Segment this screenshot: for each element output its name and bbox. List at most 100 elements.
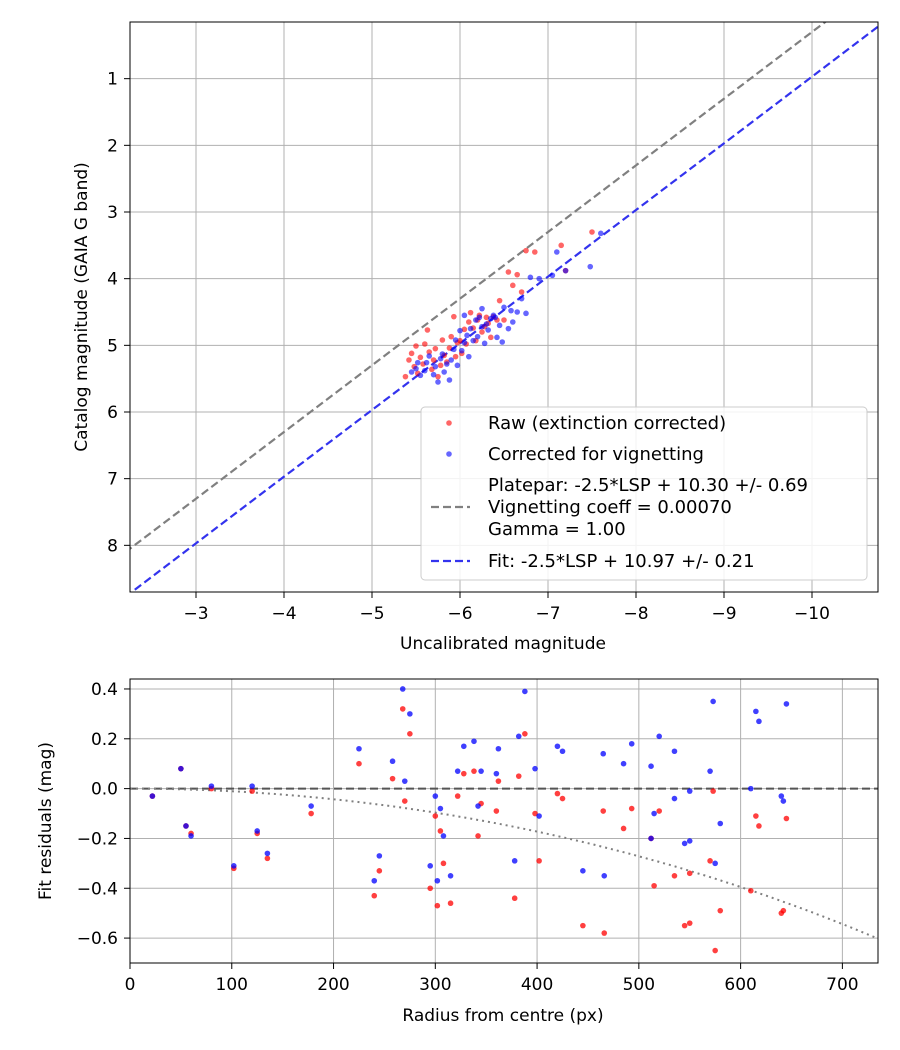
corrected-point <box>492 314 499 321</box>
legend-label: Platepar: -2.5*LSP + 10.30 +/- 0.69 <box>488 475 808 496</box>
top-y-axis-label: Catalog magnitude (GAIA G band) <box>72 162 92 452</box>
raw-residual-point <box>780 907 787 914</box>
raw-point <box>461 326 468 333</box>
raw-point <box>446 345 453 351</box>
raw-point <box>430 357 437 363</box>
corrected-residual-point <box>620 760 627 767</box>
raw-residual-point <box>471 768 477 774</box>
raw-residual-point <box>515 773 522 779</box>
raw-residual-point <box>671 873 678 879</box>
legend-label: Fit: -2.5*LSP + 10.97 +/- 0.21 <box>488 551 755 572</box>
raw-residual-point <box>651 882 657 889</box>
corrected-point <box>523 310 529 317</box>
corrected-point <box>437 355 444 362</box>
corrected-residual-point <box>600 750 607 757</box>
corrected-point <box>562 267 569 274</box>
top-x-axis-label: Uncalibrated magnitude <box>400 634 606 654</box>
corrected-point <box>461 339 468 346</box>
raw-residual-point <box>389 775 396 782</box>
corrected-residual-point <box>308 803 314 809</box>
corrected-residual-point <box>188 833 194 839</box>
raw-point <box>457 337 463 344</box>
corrected-residual-point <box>178 765 184 772</box>
raw-residual-point <box>308 810 314 817</box>
corrected-residual-point <box>648 763 654 769</box>
top-x-tick-label: −10 <box>794 604 830 624</box>
raw-residual-point <box>717 907 724 914</box>
corrected-residual-point <box>493 770 500 777</box>
raw-point <box>432 345 439 352</box>
corrected-residual-point <box>601 873 608 879</box>
corrected-residual-point <box>554 743 561 750</box>
raw-point <box>426 349 433 355</box>
corrected-point <box>508 307 514 314</box>
corrected-residual-point <box>686 838 693 844</box>
fit-line-platepar <box>130 22 828 551</box>
corrected-point <box>554 249 560 255</box>
corrected-point <box>451 346 457 353</box>
corrected-point <box>461 312 468 319</box>
corrected-point <box>496 322 503 329</box>
corrected-residual-point <box>249 783 255 789</box>
corrected-point <box>458 347 465 354</box>
corrected-point <box>483 321 490 327</box>
corrected-point <box>439 351 446 357</box>
bottom-x-tick-label: 600 <box>724 975 756 995</box>
raw-residual-point <box>707 858 713 864</box>
corrected-residual-point <box>432 793 439 799</box>
raw-residual-point <box>356 760 362 767</box>
corrected-residual-point <box>376 853 383 859</box>
raw-point <box>437 362 444 369</box>
bottom-reference-lines <box>130 787 878 940</box>
corrected-point <box>494 334 500 341</box>
corrected-residual-point <box>756 718 762 725</box>
raw-point <box>505 269 512 275</box>
bottom-y-axis-label: Fit residuals (mag) <box>36 742 56 900</box>
raw-point <box>510 282 516 289</box>
raw-point <box>422 341 428 347</box>
corrected-point <box>549 272 556 279</box>
corrected-residual-point <box>356 745 362 752</box>
bottom-y-tick-label: −0.6 <box>77 929 118 949</box>
top-y-tick-label: 2 <box>107 136 118 156</box>
raw-residual-point <box>783 815 790 822</box>
top-axis-ticks: −3 −4 −5 −6 −7 −8 −9 −10 1 2 3 4 5 6 7 8 <box>107 70 830 624</box>
raw-residual-point <box>628 805 635 812</box>
corrected-point <box>527 274 534 281</box>
raw-residual-point <box>440 860 447 867</box>
top-x-tick-label: −4 <box>271 604 296 624</box>
top-y-tick-label: 3 <box>107 203 118 223</box>
corrected-residual-point <box>495 745 502 752</box>
corrected-residual-point <box>651 810 657 817</box>
corrected-residual-point <box>712 860 718 867</box>
corrected-point <box>479 305 485 312</box>
raw-point <box>413 343 419 349</box>
corrected-point <box>474 333 481 340</box>
corrected-point <box>430 371 437 378</box>
bottom-axis-ticks: 0 100 200 300 400 500 600 700 0.4 0.2 0.0 −0.2 −0.4 −… <box>77 680 859 995</box>
bottom-x-tick-label: 700 <box>826 975 858 995</box>
top-y-tick-label: 6 <box>107 403 118 423</box>
bottom-y-tick-label: −0.4 <box>77 879 118 899</box>
raw-point <box>523 247 529 254</box>
raw-residual-point <box>600 808 607 814</box>
bottom-y-tick-label: −0.2 <box>77 829 118 849</box>
corrected-residual-point <box>454 768 461 774</box>
corrected-residual-point <box>671 795 678 802</box>
corrected-point <box>444 361 450 367</box>
corrected-residual-point <box>478 768 484 774</box>
corrected-residual-point <box>628 740 635 747</box>
corrected-residual-point <box>707 768 713 774</box>
top-y-tick-label: 7 <box>107 470 118 490</box>
corrected-residual-point <box>753 708 759 715</box>
raw-point <box>532 249 538 255</box>
corrected-point <box>464 332 470 339</box>
raw-point <box>483 314 490 321</box>
corrected-residual-point <box>427 863 434 869</box>
corrected-point <box>598 230 604 237</box>
top-y-tick-label: 5 <box>107 336 118 356</box>
corrected-point <box>457 327 463 334</box>
bottom-plot-area <box>130 679 878 963</box>
raw-point <box>439 337 446 343</box>
corrected-residual-point <box>778 793 785 799</box>
